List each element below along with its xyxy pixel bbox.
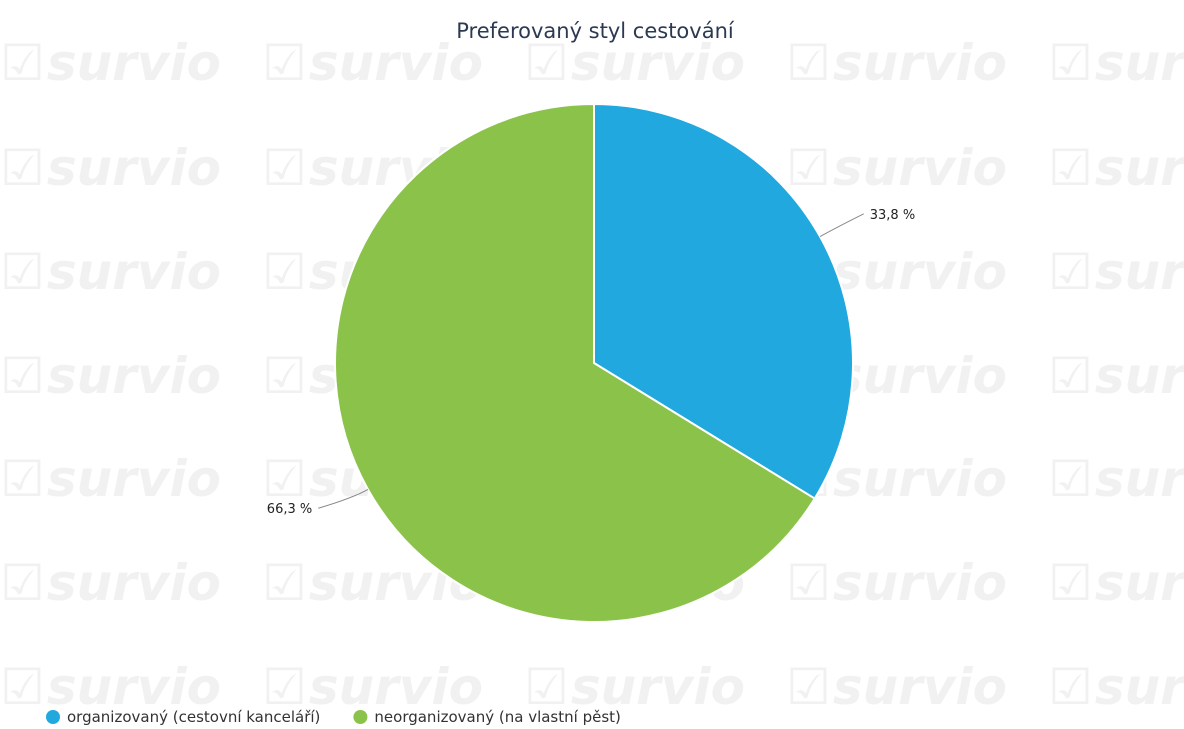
- slice-value-label: 33,8 %: [870, 208, 915, 223]
- pie-slices: [334, 103, 854, 623]
- legend-marker: [46, 710, 60, 724]
- slice-value-label: 66,3 %: [267, 502, 312, 517]
- chart-title: Preferovaný styl cestování: [456, 19, 735, 43]
- pie-slice: [593, 103, 854, 500]
- legend-item-label: neorganizovaný (na vlastní pěst): [374, 708, 620, 726]
- legend-marker: [353, 710, 368, 724]
- label-connector: [819, 213, 864, 237]
- label-connector: [318, 489, 369, 509]
- slice-labels: 33,8 % 66,3 %: [267, 208, 915, 517]
- pie-slice: [334, 103, 816, 623]
- legend-item-label: organizovaný (cestovní kanceláří): [67, 708, 320, 726]
- legend: organizovaný (cestovní kanceláří) neorgan…: [46, 708, 621, 726]
